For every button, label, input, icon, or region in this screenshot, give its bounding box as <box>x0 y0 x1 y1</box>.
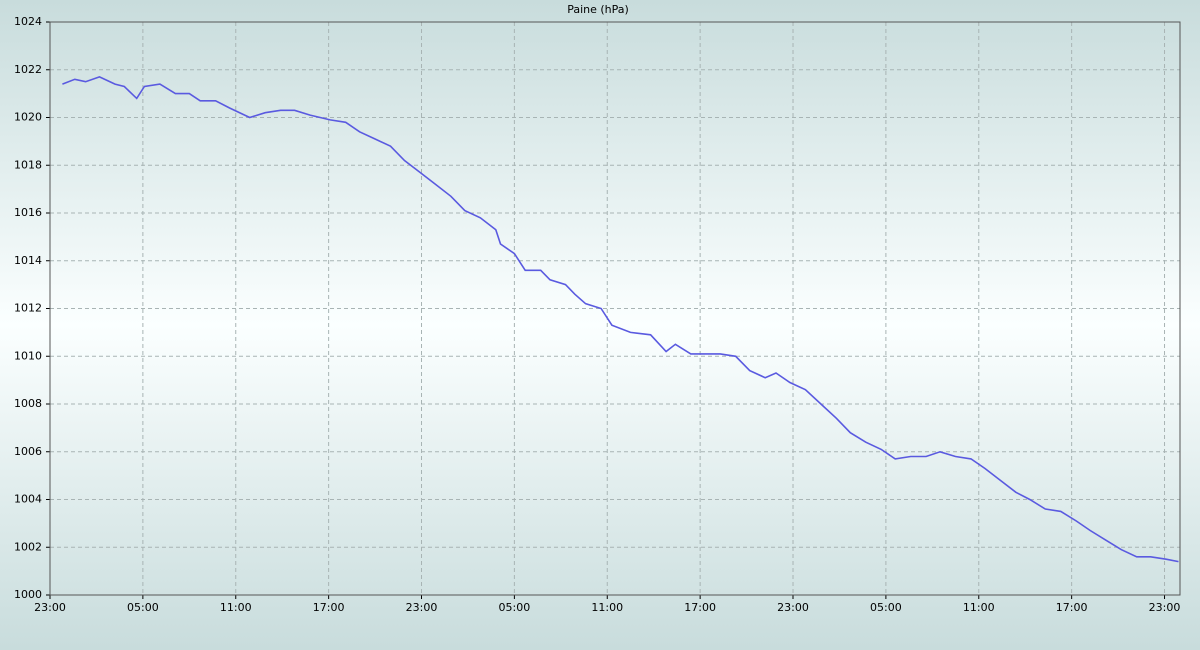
y-tick-label: 1000 <box>14 588 42 601</box>
chart-title: Paine (hPa) <box>567 3 629 16</box>
y-tick-label: 1006 <box>14 445 42 458</box>
y-tick-label: 1010 <box>14 349 42 362</box>
x-tick-label: 05:00 <box>870 601 902 614</box>
data-line <box>62 76 1179 563</box>
y-tick-label: 1004 <box>14 493 42 506</box>
y-tick-label: 1016 <box>14 206 42 219</box>
y-tick-label: 1012 <box>14 302 42 315</box>
y-tick-label: 1022 <box>14 63 42 76</box>
y-tick-label: 1008 <box>14 397 42 410</box>
x-tick-label: 11:00 <box>591 601 623 614</box>
x-tick-label: 11:00 <box>963 601 995 614</box>
x-tick-label: 17:00 <box>313 601 345 614</box>
x-tick-label: 05:00 <box>127 601 159 614</box>
y-tick-label: 1024 <box>14 15 42 28</box>
x-tick-label: 17:00 <box>1056 601 1088 614</box>
y-tick-label: 1018 <box>14 158 42 171</box>
x-tick-label: 23:00 <box>34 601 66 614</box>
x-tick-label: 23:00 <box>406 601 438 614</box>
plot-frame <box>49 21 1181 596</box>
y-tick-label: 1014 <box>14 254 42 267</box>
x-tick-label: 23:00 <box>1149 601 1181 614</box>
x-tick-label: 11:00 <box>220 601 252 614</box>
y-tick-label: 1002 <box>14 540 42 553</box>
x-tick-label: 23:00 <box>777 601 809 614</box>
x-tick-label: 05:00 <box>499 601 531 614</box>
x-tick-label: 17:00 <box>684 601 716 614</box>
y-tick-label: 1020 <box>14 111 42 124</box>
